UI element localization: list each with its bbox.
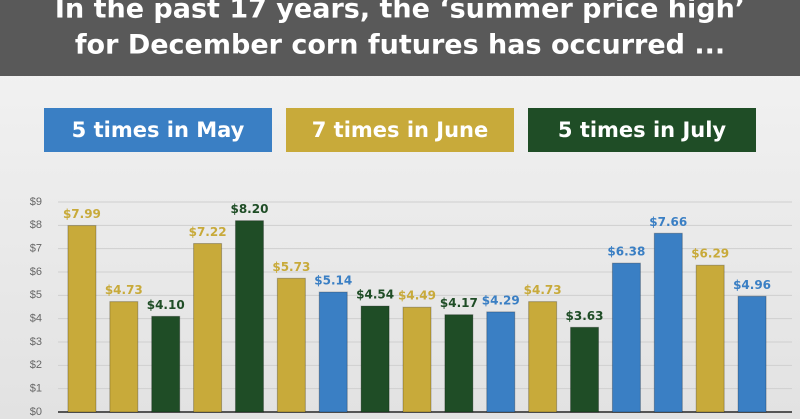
y-tick-label: $6 [30,266,42,278]
value-label: $4.54 [356,288,394,302]
value-label: $5.73 [272,260,310,274]
bar [276,277,306,413]
bar [151,315,181,413]
legend-label: 7 times in June [312,118,489,142]
value-label: $8.20 [230,202,268,216]
value-label: $4.17 [440,296,478,310]
value-label: $4.29 [482,293,520,307]
legend-box [286,108,514,152]
y-tick-label: $2 [30,359,42,371]
bar [234,220,264,413]
value-label: $4.49 [398,289,436,303]
value-label: $4.73 [105,283,143,297]
bar [67,225,97,413]
legend-label: 5 times in May [72,118,245,142]
bar [653,232,683,413]
value-label: $7.99 [63,207,101,221]
value-label: $4.73 [524,283,562,297]
value-label: $7.66 [649,215,687,229]
chart-title: In the past 17 years, the ‘summer price … [55,0,745,25]
value-label: $4.96 [733,278,771,292]
bar [737,295,767,413]
y-tick-label: $5 [30,289,42,301]
y-tick-label: $0 [30,406,42,418]
bar [486,311,516,413]
bar [528,301,558,413]
value-label: $3.63 [566,309,604,323]
bar [695,264,725,413]
y-tick-label: $7 [30,243,42,255]
header-band [0,0,800,76]
bar [318,291,348,413]
y-tick-label: $1 [30,383,42,395]
bar [444,314,474,413]
y-tick-label: $8 [30,219,42,231]
y-tick-label: $4 [30,313,42,325]
bar [402,306,432,413]
bar [360,305,390,413]
chart-title: for December corn futures has occurred .… [75,30,725,61]
bar [109,301,139,413]
bar [570,326,600,413]
value-label: $6.29 [691,247,729,261]
value-label: $6.38 [607,245,645,259]
legend-box [44,108,272,152]
bar [193,243,223,413]
value-label: $4.10 [147,298,185,312]
legend-box [528,108,756,152]
value-label: $5.14 [314,274,352,288]
legend-label: 5 times in July [558,118,727,142]
bar [611,262,641,413]
value-label: $7.22 [189,225,227,239]
y-tick-label: $3 [30,336,42,348]
y-tick-label: $9 [30,196,42,208]
